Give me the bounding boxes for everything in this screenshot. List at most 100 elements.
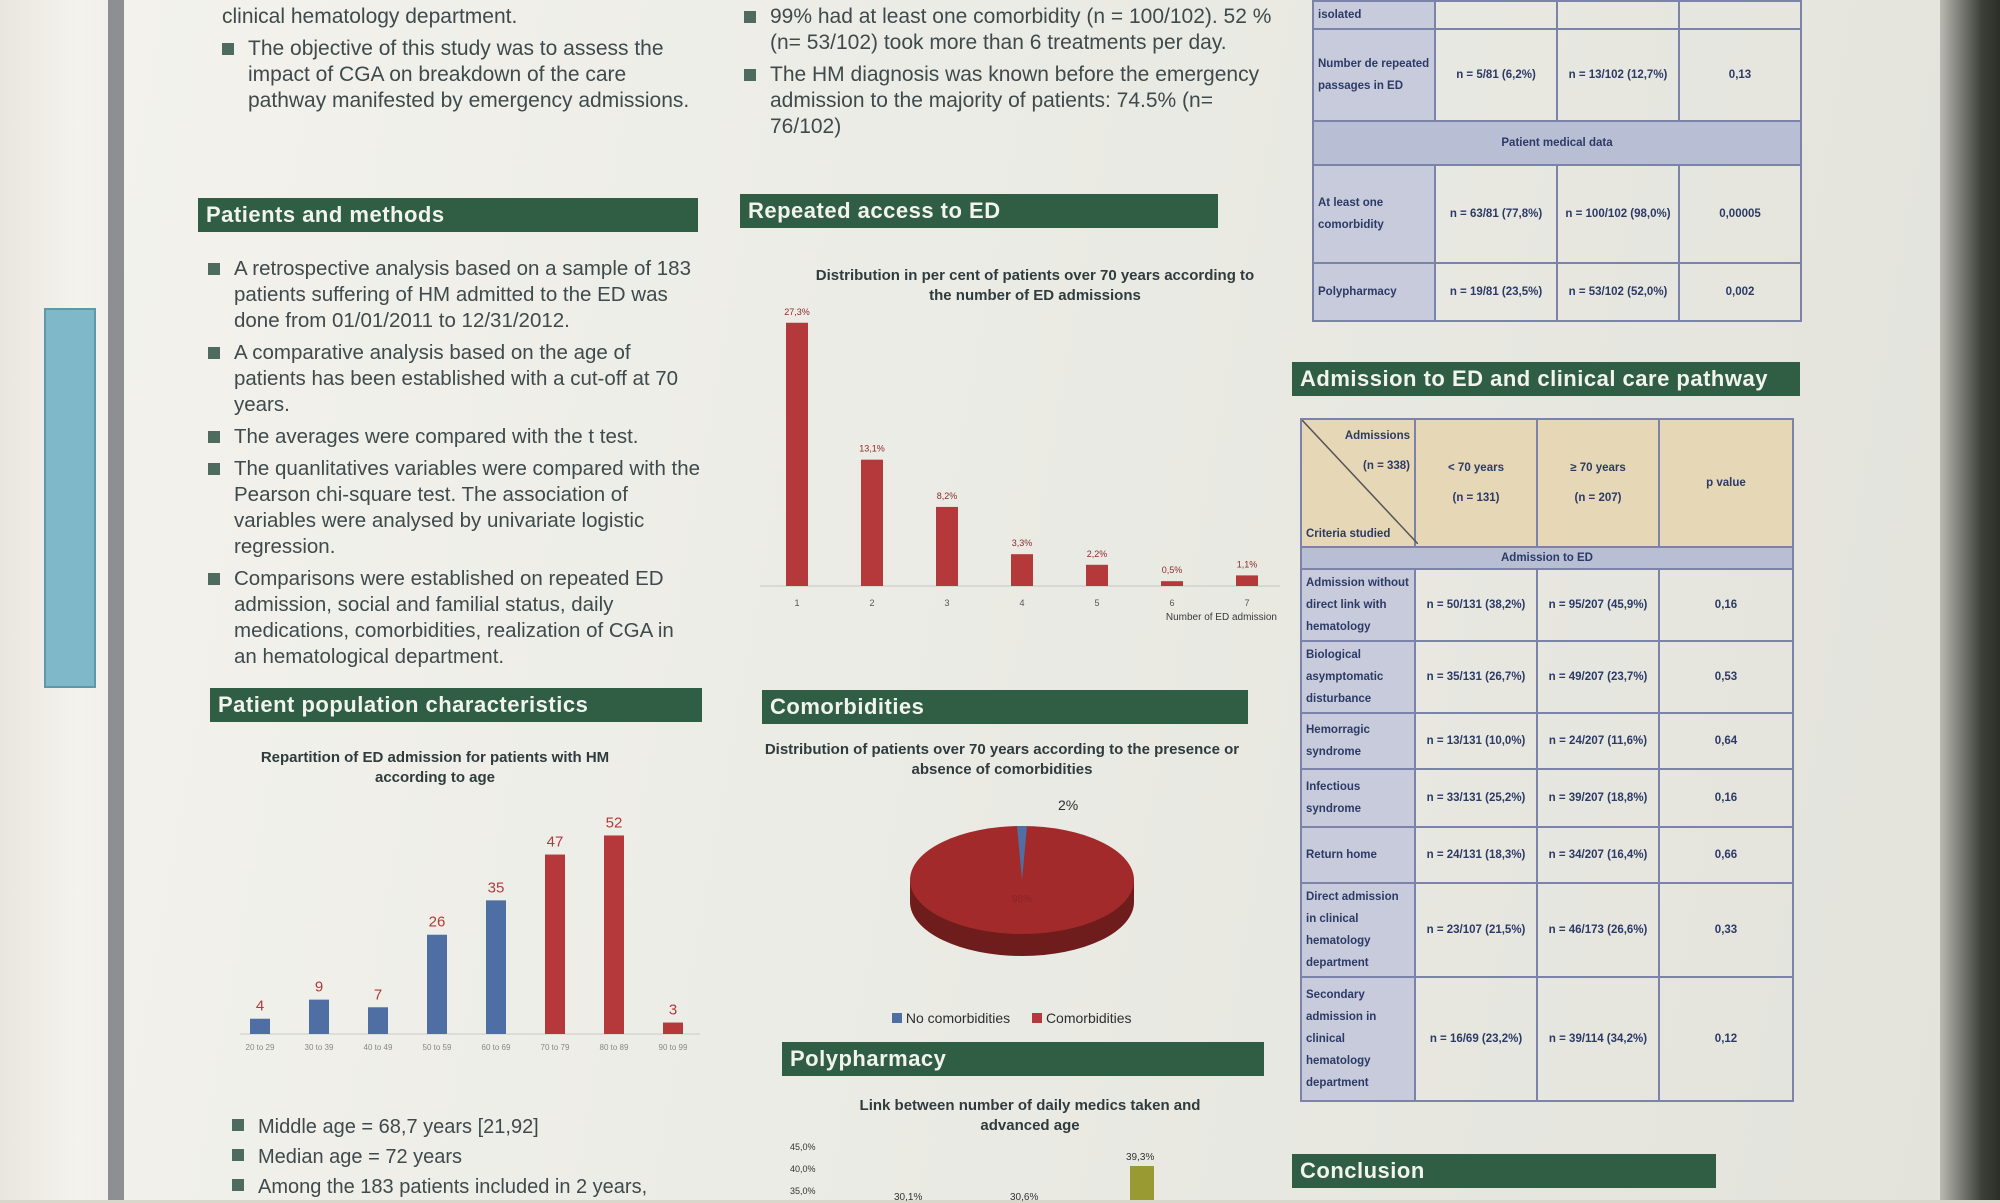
patient-data-table: isolated Number de repeated passages in … [1312,0,1802,322]
age-bar-value: 47 [547,834,564,851]
intro-line: clinical hematology department. [222,5,518,28]
table-row: Infectious syndrome n = 33/131 (25,2%) n… [1300,768,1794,828]
table-cell: 0,13 [1678,28,1802,122]
age-bar [663,1022,683,1034]
conclusion-header: Conclusion [1292,1154,1716,1188]
table-cell: isolated [1312,0,1436,30]
age-bar [545,854,565,1034]
rep-tick-label: 6 [1169,598,1174,608]
table-cell: n = 95/207 (45,9%) [1536,568,1660,642]
age-bar-chart: 4 20 to 29 9 30 to 39 7 40 to 49 26 50 to 59 35 6… [240,814,700,1052]
table-corner-header: Admissions (n = 338) Criteria studied [1300,418,1418,548]
repeated-chart-title: Distribution in per cent of patients ove… [815,267,1255,304]
poly-label-3: 39,3% [1126,1152,1155,1163]
rep-bar-value: 0,5% [1162,565,1183,575]
table-cell: n = 53/102 (52,0%) [1556,262,1680,322]
age-tick-label: 20 to 29 [246,1043,275,1052]
table-cell [1434,0,1558,30]
pie-center-label: 98% [1012,894,1032,905]
table-cell [1678,0,1802,30]
rep-bar [786,322,808,586]
rep-tick-label: 1 [794,598,799,608]
poly-chart-title: Link between number of daily medics take… [859,1097,1201,1134]
list-item: Median age = 72 years [232,1142,722,1172]
age-tick-label: 80 to 89 [600,1043,629,1052]
table-cell: 0,00005 [1678,164,1802,264]
diagonal-divider [1302,420,1418,544]
population-header: Patient population characteristics [210,688,702,722]
age-bar [309,999,329,1034]
table-row-label: Secondary admission in clinical hematolo… [1300,976,1416,1102]
pie-legend: No comorbidities Comorbidities [892,1010,1132,1026]
list-item: The averages were compared with the t te… [208,424,702,450]
table-cell: 0,16 [1658,768,1794,828]
table-cell: n = 23/107 (21,5%) [1414,882,1538,978]
age-tick-label: 70 to 79 [541,1043,570,1052]
table-cell [1556,0,1680,30]
age-tick-label: 50 to 59 [423,1043,452,1052]
table-row: Direct admission in clinical hematology … [1300,882,1794,978]
table-cell: n = 16/69 (23,2%) [1414,976,1538,1102]
age-tick-label: 90 to 99 [659,1043,688,1052]
age-tick-label: 40 to 49 [364,1043,393,1052]
rep-bar-value: 3,3% [1012,538,1033,548]
age-bar-value: 35 [488,879,505,896]
rep-bar [936,506,958,586]
header-under-label: < 70 years [1448,462,1504,474]
rep-tick-label: 2 [869,598,874,608]
age-bar-value: 9 [315,979,323,996]
age-bar-value: 3 [669,1002,677,1019]
table-cell: n = 39/114 (34,2%) [1536,976,1660,1102]
diagnosis-summary: The HM diagnosis was known before the em… [744,62,1284,140]
table-cell: n = 35/131 (26,7%) [1414,640,1538,714]
objective-text: The objective of this study was to asses… [222,36,692,114]
polypharmacy-header: Polypharmacy [782,1042,1264,1076]
table-cell: 0,64 [1658,712,1794,770]
table-cell: n = 100/102 (98,0%) [1556,164,1680,264]
table-cell: 0,53 [1658,640,1794,714]
table-cell: 0,002 [1678,262,1802,322]
list-item: A comparative analysis based on the age … [208,340,702,418]
header-p-value: p value [1658,418,1794,548]
age-bar-value: 52 [606,814,623,831]
table-cell: n = 19/81 (23,5%) [1434,262,1558,322]
header-under-n: (n = 131) [1452,492,1500,504]
legend-swatch-yes [1032,1013,1043,1023]
intro-text: clinical hematology department. The obje… [222,4,692,120]
background-poster [44,308,96,688]
age-bar [368,1007,388,1034]
table-cell: n = 5/81 (6,2%) [1434,28,1558,122]
poly-bar [1130,1166,1154,1200]
table-cell: n = 49/207 (23,7%) [1536,640,1660,714]
header-over-n: (n = 207) [1574,492,1622,504]
tick-label: 40,0% [790,1164,816,1174]
list-item: Comparisons were established on repeated… [208,566,702,670]
legend-yes: Comorbidities [1045,1010,1132,1026]
legend-swatch-no [892,1013,902,1023]
table-cell: n = 13/131 (10,0%) [1414,712,1538,770]
pie-chart-title: Distribution of patients over 70 years a… [764,741,1240,778]
age-chart-title: Repartition of ED admission for patients… [260,749,610,786]
age-tick-label: 60 to 69 [482,1043,511,1052]
table-row: Hemorragic syndrome n = 13/131 (10,0%) n… [1300,712,1794,770]
table-row-label: Direct admission in clinical hematology … [1300,882,1416,978]
age-bar [604,835,624,1034]
table-row-label: Number de repeated passages in ED [1312,28,1436,122]
age-bar-value: 4 [256,998,264,1015]
table-cell: n = 50/131 (38,2%) [1414,568,1538,642]
table-cell: n = 39/207 (18,8%) [1536,768,1660,828]
tick-label: 35,0% [790,1186,816,1196]
poly-label-2: 30,6% [1010,1192,1039,1203]
population-list: Middle age = 68,7 years [21,92] Median a… [232,1112,722,1202]
rep-bar-value: 13,1% [859,444,885,454]
age-bar-value: 7 [374,986,382,1003]
patients-methods-list: A retrospective analysis based on a samp… [208,256,702,676]
table-cell: n = 63/81 (77,8%) [1434,164,1558,264]
age-bar [486,900,506,1034]
rep-bar [861,459,883,586]
table-row-label: Return home [1300,826,1416,884]
comorbidity-summary: 99% had at least one comorbidity (n = 10… [744,4,1284,56]
repeated-access-header: Repeated access to ED [740,194,1218,228]
patients-methods-header: Patients and methods [198,198,698,232]
rep-bar [1011,554,1033,586]
